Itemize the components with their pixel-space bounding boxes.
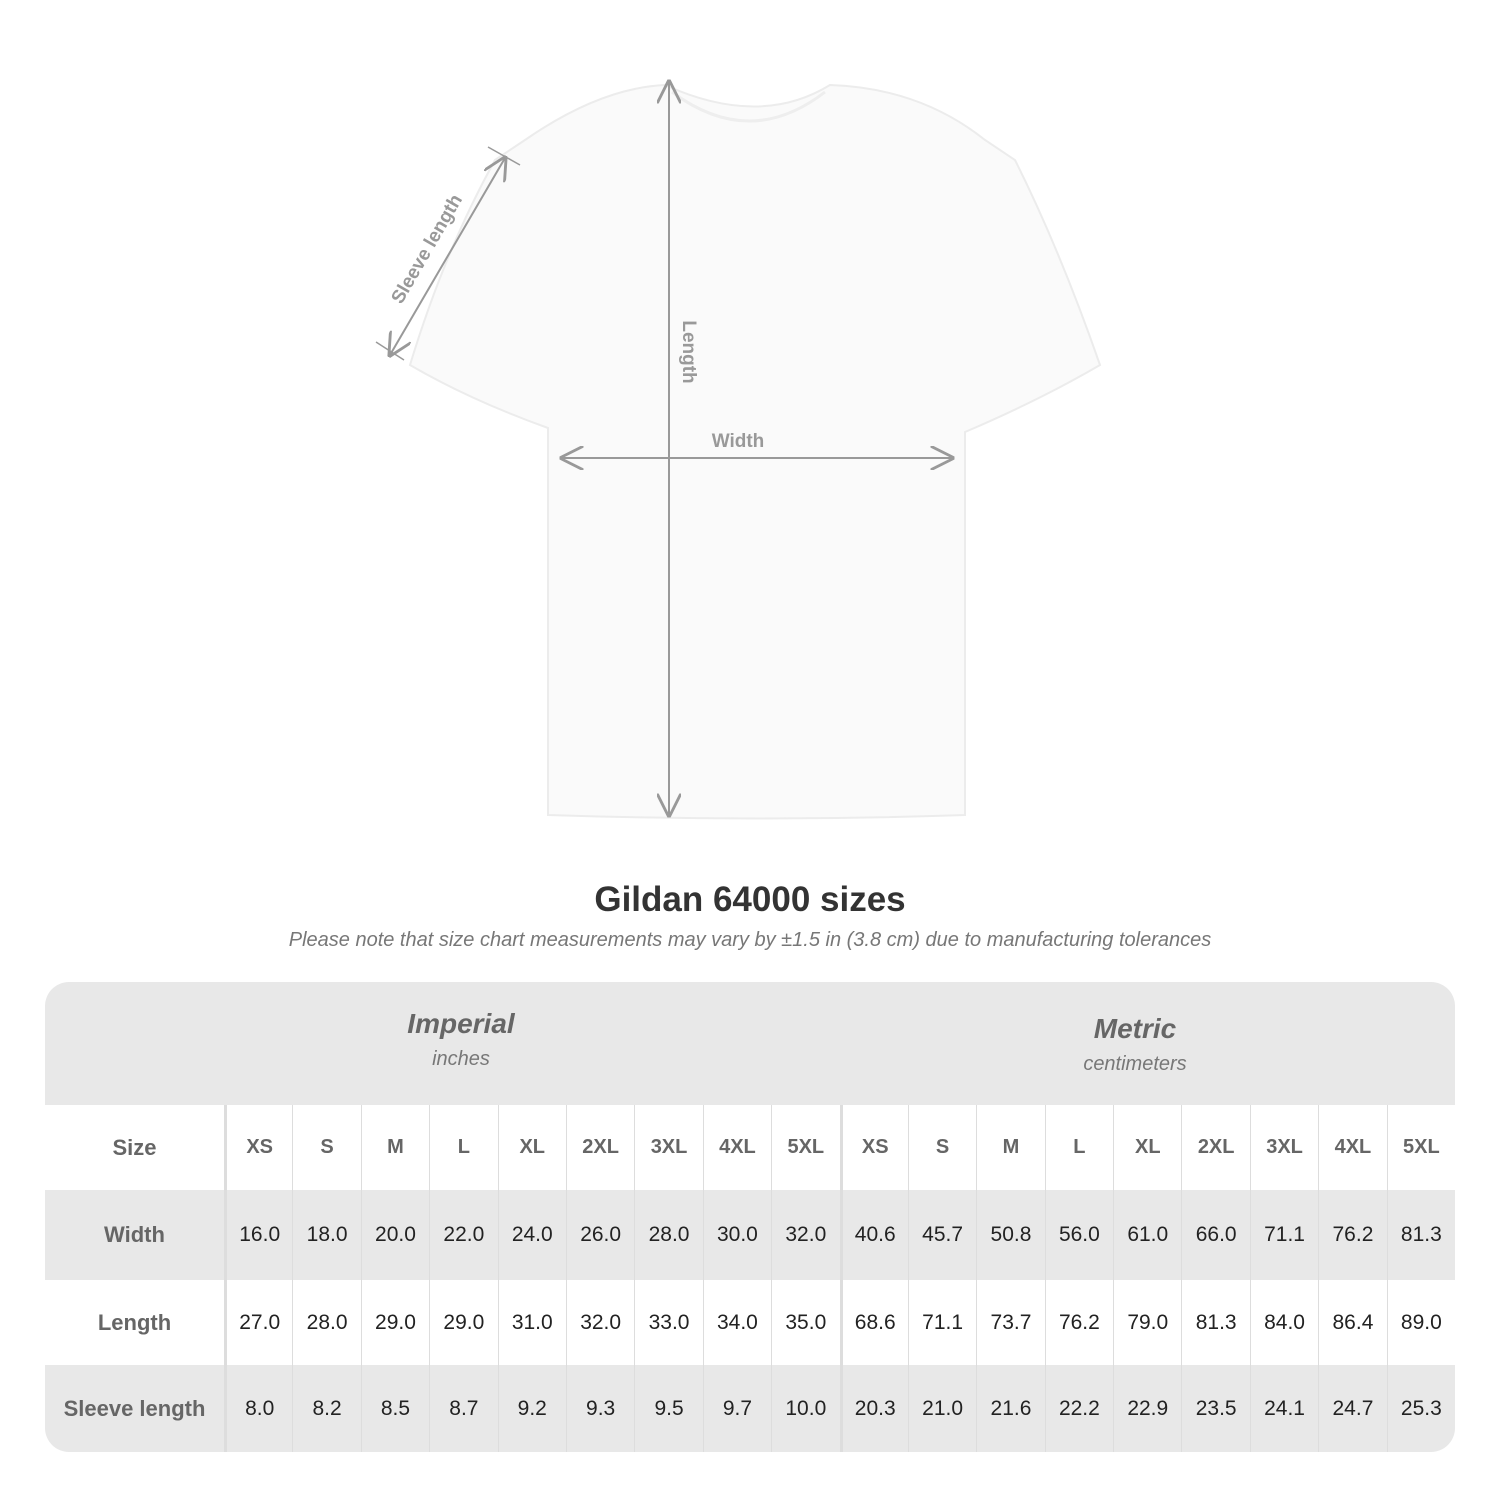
imperial-value-cell: 9.2: [497, 1365, 566, 1452]
imperial-unit: inches: [432, 1048, 490, 1070]
metric-value-cell: 86.4: [1318, 1280, 1386, 1365]
imperial-value-cell: 26.0: [565, 1190, 634, 1280]
tshirt-diagram: Sleeve length Length Width: [375, 0, 1102, 820]
length-label: Length: [678, 320, 699, 383]
metric-value-cell: 61.0: [1113, 1190, 1181, 1280]
tolerance-note: Please note that size chart measurements…: [288, 929, 1212, 951]
width-label: Width: [712, 431, 765, 452]
size-label: Size: [112, 1134, 157, 1160]
imperial-value-cell: 9.5: [634, 1365, 702, 1452]
imperial-value-cell: 8.7: [429, 1365, 497, 1452]
metric-value-cell: 81.3: [1386, 1190, 1455, 1280]
metric-value-cell: 89.0: [1386, 1280, 1455, 1365]
imperial-value-cell: 24.0: [497, 1190, 566, 1280]
imperial-size-header: XS: [224, 1105, 292, 1190]
size-header-row: Size XS S M L XL 2XL 3XL 4XL 5XL XS S M L XL 2XL 3XL 4XL…: [45, 1105, 1455, 1190]
imperial-size-header: S: [292, 1105, 360, 1190]
imperial-header: Imperial inches: [261, 1008, 661, 1071]
metric-value-cell: 81.3: [1181, 1280, 1249, 1365]
imperial-value-cell: 32.0: [565, 1280, 634, 1365]
imperial-size-header: 5XL: [771, 1105, 839, 1190]
imperial-size-header: M: [360, 1105, 429, 1190]
metric-value-cell: 40.6: [839, 1190, 908, 1280]
imperial-title: Imperial: [407, 1008, 515, 1039]
imperial-value-cell: 22.0: [429, 1190, 497, 1280]
metric-value-cell: 76.2: [1318, 1190, 1386, 1280]
imperial-value-cell: 9.7: [702, 1365, 771, 1452]
imperial-value-cell: 10.0: [771, 1365, 839, 1452]
imperial-value-cell: 18.0: [292, 1190, 360, 1280]
metric-size-header: 4XL: [1318, 1105, 1386, 1190]
imperial-value-cell: 20.0: [360, 1190, 429, 1280]
metric-size-header: L: [1044, 1105, 1113, 1190]
metric-value-cell: 25.3: [1386, 1365, 1455, 1452]
row-label: Width: [104, 1222, 165, 1247]
metric-title: Metric: [1093, 1013, 1177, 1044]
metric-size-header: M: [976, 1105, 1044, 1190]
imperial-size-header: 2XL: [565, 1105, 634, 1190]
metric-value-cell: 71.1: [1249, 1190, 1318, 1280]
imperial-value-cell: 32.0: [771, 1190, 839, 1280]
metric-value-cell: 23.5: [1181, 1365, 1249, 1452]
row-label: Length: [97, 1309, 172, 1335]
table-row: Sleeve length 8.0 8.2 8.5 8.7 9.2 9.3 9.5 9.7 10.…: [45, 1365, 1455, 1452]
row-label: Sleeve length: [63, 1395, 206, 1421]
imperial-size-header: XL: [497, 1105, 566, 1190]
imperial-value-cell: 8.0: [224, 1365, 292, 1452]
table-row: Width 16.0 18.0 20.0 22.0 24.0 26.0 28.0 30.0 32.…: [45, 1190, 1455, 1280]
metric-value-cell: 21.0: [907, 1365, 976, 1452]
metric-size-header: 5XL: [1386, 1105, 1455, 1190]
imperial-value-cell: 33.0: [634, 1280, 702, 1365]
metric-value-cell: 24.1: [1249, 1365, 1318, 1452]
metric-value-cell: 66.0: [1181, 1190, 1249, 1280]
imperial-value-cell: 16.0: [224, 1190, 292, 1280]
imperial-size-header: L: [429, 1105, 497, 1190]
metric-value-cell: 76.2: [1044, 1280, 1113, 1365]
metric-value-cell: 20.3: [839, 1365, 908, 1452]
metric-header: Metric centimeters: [935, 1013, 1335, 1076]
metric-value-cell: 24.7: [1318, 1365, 1386, 1452]
metric-size-header: 3XL: [1249, 1105, 1318, 1190]
imperial-size-header: 3XL: [634, 1105, 702, 1190]
imperial-value-cell: 9.3: [565, 1365, 634, 1452]
metric-value-cell: 22.9: [1113, 1365, 1181, 1452]
imperial-value-cell: 30.0: [702, 1190, 771, 1280]
imperial-value-cell: 29.0: [429, 1280, 497, 1365]
imperial-value-cell: 29.0: [360, 1280, 429, 1365]
page-title: Gildan 64000 sizes: [594, 880, 906, 919]
size-table: Imperial inches Metric centimeters Size …: [45, 982, 1455, 1452]
imperial-size-header: 4XL: [702, 1105, 771, 1190]
imperial-value-cell: 28.0: [292, 1280, 360, 1365]
metric-size-header: XS: [839, 1105, 908, 1190]
imperial-value-cell: 35.0: [771, 1280, 839, 1365]
imperial-value-cell: 28.0: [634, 1190, 702, 1280]
imperial-value-cell: 8.5: [360, 1365, 429, 1452]
metric-value-cell: 73.7: [976, 1280, 1044, 1365]
metric-size-header: 2XL: [1181, 1105, 1249, 1190]
imperial-value-cell: 34.0: [702, 1280, 771, 1365]
metric-unit: centimeters: [1083, 1053, 1187, 1075]
imperial-value-cell: 8.2: [292, 1365, 360, 1452]
imperial-value-cell: 27.0: [224, 1280, 292, 1365]
metric-value-cell: 71.1: [907, 1280, 976, 1365]
sleeve-arrow: [390, 158, 505, 355]
metric-value-cell: 56.0: [1044, 1190, 1113, 1280]
table-row: Length 27.0 28.0 29.0 29.0 31.0 32.0 33.0 34.0 35…: [45, 1280, 1455, 1365]
metric-value-cell: 50.8: [976, 1190, 1044, 1280]
metric-value-cell: 84.0: [1249, 1280, 1318, 1365]
metric-value-cell: 68.6: [839, 1280, 908, 1365]
imperial-value-cell: 31.0: [497, 1280, 566, 1365]
metric-value-cell: 79.0: [1113, 1280, 1181, 1365]
metric-value-cell: 45.7: [907, 1190, 976, 1280]
metric-value-cell: 22.2: [1044, 1365, 1113, 1452]
metric-size-header: XL: [1113, 1105, 1181, 1190]
metric-size-header: S: [907, 1105, 976, 1190]
metric-value-cell: 21.6: [976, 1365, 1044, 1452]
